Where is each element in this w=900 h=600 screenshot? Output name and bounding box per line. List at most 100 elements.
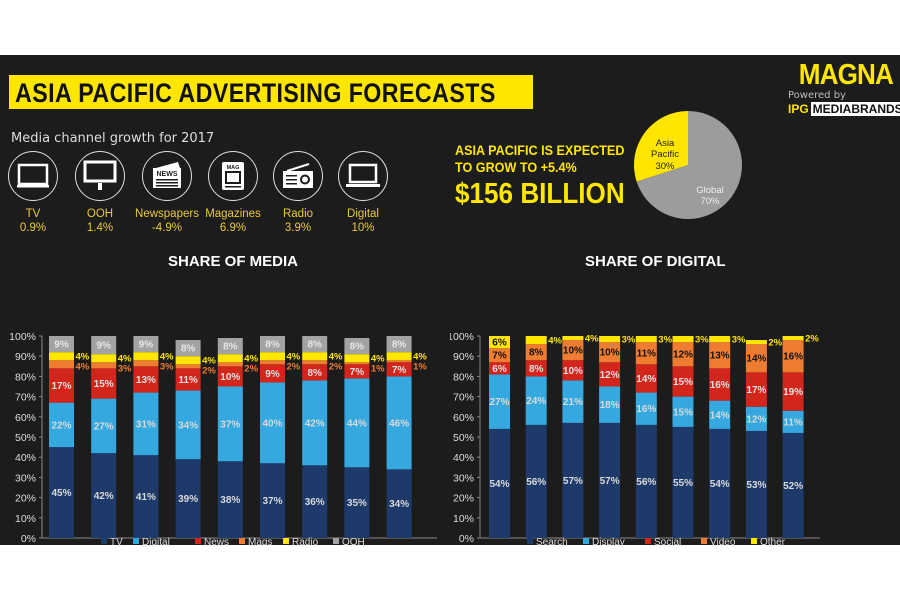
channel-label: Newspapers bbox=[135, 208, 199, 220]
data-label: 3% bbox=[695, 335, 709, 346]
data-label: 12% bbox=[600, 370, 620, 381]
y-tick-label: 20% bbox=[15, 493, 36, 505]
growth-headline: ASIA PACIFIC IS EXPECTED TO GROW TO +5.4… bbox=[455, 142, 655, 212]
y-tick-label: 70% bbox=[453, 392, 474, 404]
channel-newspapers: NEWS Newspapers -4.9% bbox=[134, 151, 200, 235]
data-label: 8% bbox=[350, 342, 365, 353]
bar-segment-news bbox=[133, 366, 159, 393]
y-tick-label: 40% bbox=[15, 452, 36, 464]
data-label: 8% bbox=[529, 348, 544, 359]
bar-segment-digital bbox=[133, 392, 159, 456]
legend-swatch-video bbox=[701, 538, 707, 544]
channel-label: TV bbox=[25, 208, 41, 220]
legend-label-video: Video bbox=[710, 537, 736, 545]
data-label: 10% bbox=[600, 348, 620, 359]
bar-segment-tv bbox=[260, 463, 285, 538]
bar-segment-ooh bbox=[344, 338, 370, 355]
data-label: 4% bbox=[76, 362, 90, 373]
data-label: 7% bbox=[350, 367, 365, 378]
bar-segment-video bbox=[672, 342, 694, 367]
bar-segment-other bbox=[489, 336, 510, 349]
channel-tv: TV 0.9% bbox=[0, 151, 66, 235]
data-label: 14% bbox=[746, 354, 766, 365]
data-label: 54% bbox=[489, 479, 509, 490]
bar-segment-display bbox=[709, 400, 731, 429]
channel-radio: Radio 3.9% bbox=[265, 151, 331, 235]
data-label: 56% bbox=[636, 477, 656, 488]
channel-value: -4.9% bbox=[151, 222, 183, 234]
bar-segment-other bbox=[635, 336, 657, 343]
data-label: 8% bbox=[181, 344, 196, 355]
bar-segment-other bbox=[709, 336, 731, 343]
bar-segment-mags bbox=[91, 362, 117, 369]
data-label: 45% bbox=[51, 488, 71, 499]
bar-segment-tv bbox=[217, 461, 243, 538]
legend-label-news: News bbox=[204, 537, 229, 545]
bar-segment-digital bbox=[175, 390, 201, 460]
y-tick-label: 100% bbox=[9, 331, 36, 343]
legend-swatch-tv bbox=[101, 538, 107, 544]
y-tick-label: 60% bbox=[453, 412, 474, 424]
legend-label-display: Display bbox=[592, 537, 625, 545]
bar-segment-ooh bbox=[175, 340, 201, 357]
share-of-digital-chart: 0% 10% 20% 30% 40% 50% 60% 70% 80% 90% 100% 54% 27% 6… bbox=[450, 331, 820, 545]
data-label: 10% bbox=[563, 366, 583, 377]
bar-segment-digital bbox=[386, 376, 412, 470]
channel-label: Radio bbox=[282, 208, 314, 220]
data-label: 12% bbox=[673, 350, 693, 361]
data-label: 4% bbox=[548, 336, 562, 347]
data-label: 2% bbox=[768, 338, 782, 349]
data-label: 2% bbox=[287, 362, 301, 373]
headline-line2: TO GROW TO +5.4% bbox=[455, 159, 577, 175]
data-label: 11% bbox=[178, 375, 198, 386]
pie-label-pacific: Pacific bbox=[651, 149, 679, 160]
bar-segment-mags bbox=[49, 360, 74, 369]
data-label: 27% bbox=[94, 421, 114, 432]
billboard-icon bbox=[75, 151, 125, 201]
data-label: 2% bbox=[244, 364, 258, 375]
data-label: 4% bbox=[413, 352, 427, 363]
data-label: 37% bbox=[220, 419, 240, 430]
bar-segment-search bbox=[599, 422, 621, 538]
data-label: 4% bbox=[244, 354, 258, 365]
bar-segment-radio bbox=[344, 354, 370, 363]
bar-segment-video bbox=[562, 340, 584, 361]
data-label: 10% bbox=[563, 346, 583, 357]
data-label: 14% bbox=[710, 410, 730, 421]
data-label: 57% bbox=[563, 476, 583, 487]
data-label: 8% bbox=[392, 340, 407, 351]
y-tick-label: 30% bbox=[15, 472, 36, 484]
bar-segment-search bbox=[489, 428, 510, 538]
bar-segment-mags bbox=[175, 364, 201, 369]
data-label: 16% bbox=[783, 352, 803, 363]
channel-digital: Digital 10% bbox=[330, 151, 396, 235]
bar-segment-mags bbox=[260, 360, 285, 365]
data-label: 8% bbox=[529, 364, 544, 375]
bar-segment-other bbox=[782, 336, 804, 341]
bar-segment-ooh bbox=[260, 336, 285, 353]
y-tick-label: 100% bbox=[450, 331, 474, 343]
bar-segment-display bbox=[562, 380, 584, 423]
data-label: 6% bbox=[492, 364, 507, 375]
data-label: 15% bbox=[673, 377, 693, 388]
magazine-icon-text: MAG bbox=[227, 165, 240, 171]
data-label: 6% bbox=[492, 338, 507, 349]
data-label: 16% bbox=[636, 404, 656, 415]
data-label: 11% bbox=[637, 349, 657, 360]
channel-value: 0.9% bbox=[19, 222, 47, 234]
data-label: 44% bbox=[347, 418, 367, 429]
channel-value: 6.9% bbox=[219, 222, 247, 234]
bar-segment-ooh bbox=[49, 336, 74, 353]
data-label: 18% bbox=[600, 400, 620, 411]
media-chart-title: SHARE OF MEDIA bbox=[168, 253, 299, 270]
data-label: 55% bbox=[673, 478, 693, 489]
bar-segment-video bbox=[489, 348, 510, 363]
y-tick-label: 60% bbox=[15, 412, 36, 424]
logo-powered-by: Powered by bbox=[788, 90, 846, 101]
data-label: 8% bbox=[307, 340, 322, 351]
data-label: 3% bbox=[732, 335, 746, 346]
bar-segment-social bbox=[489, 362, 510, 375]
infographic: ASIA PACIFIC ADVERTISING FORECASTS MAGNA… bbox=[0, 55, 900, 545]
bar-segment-search bbox=[562, 422, 584, 538]
bar-segment-social bbox=[782, 372, 804, 411]
